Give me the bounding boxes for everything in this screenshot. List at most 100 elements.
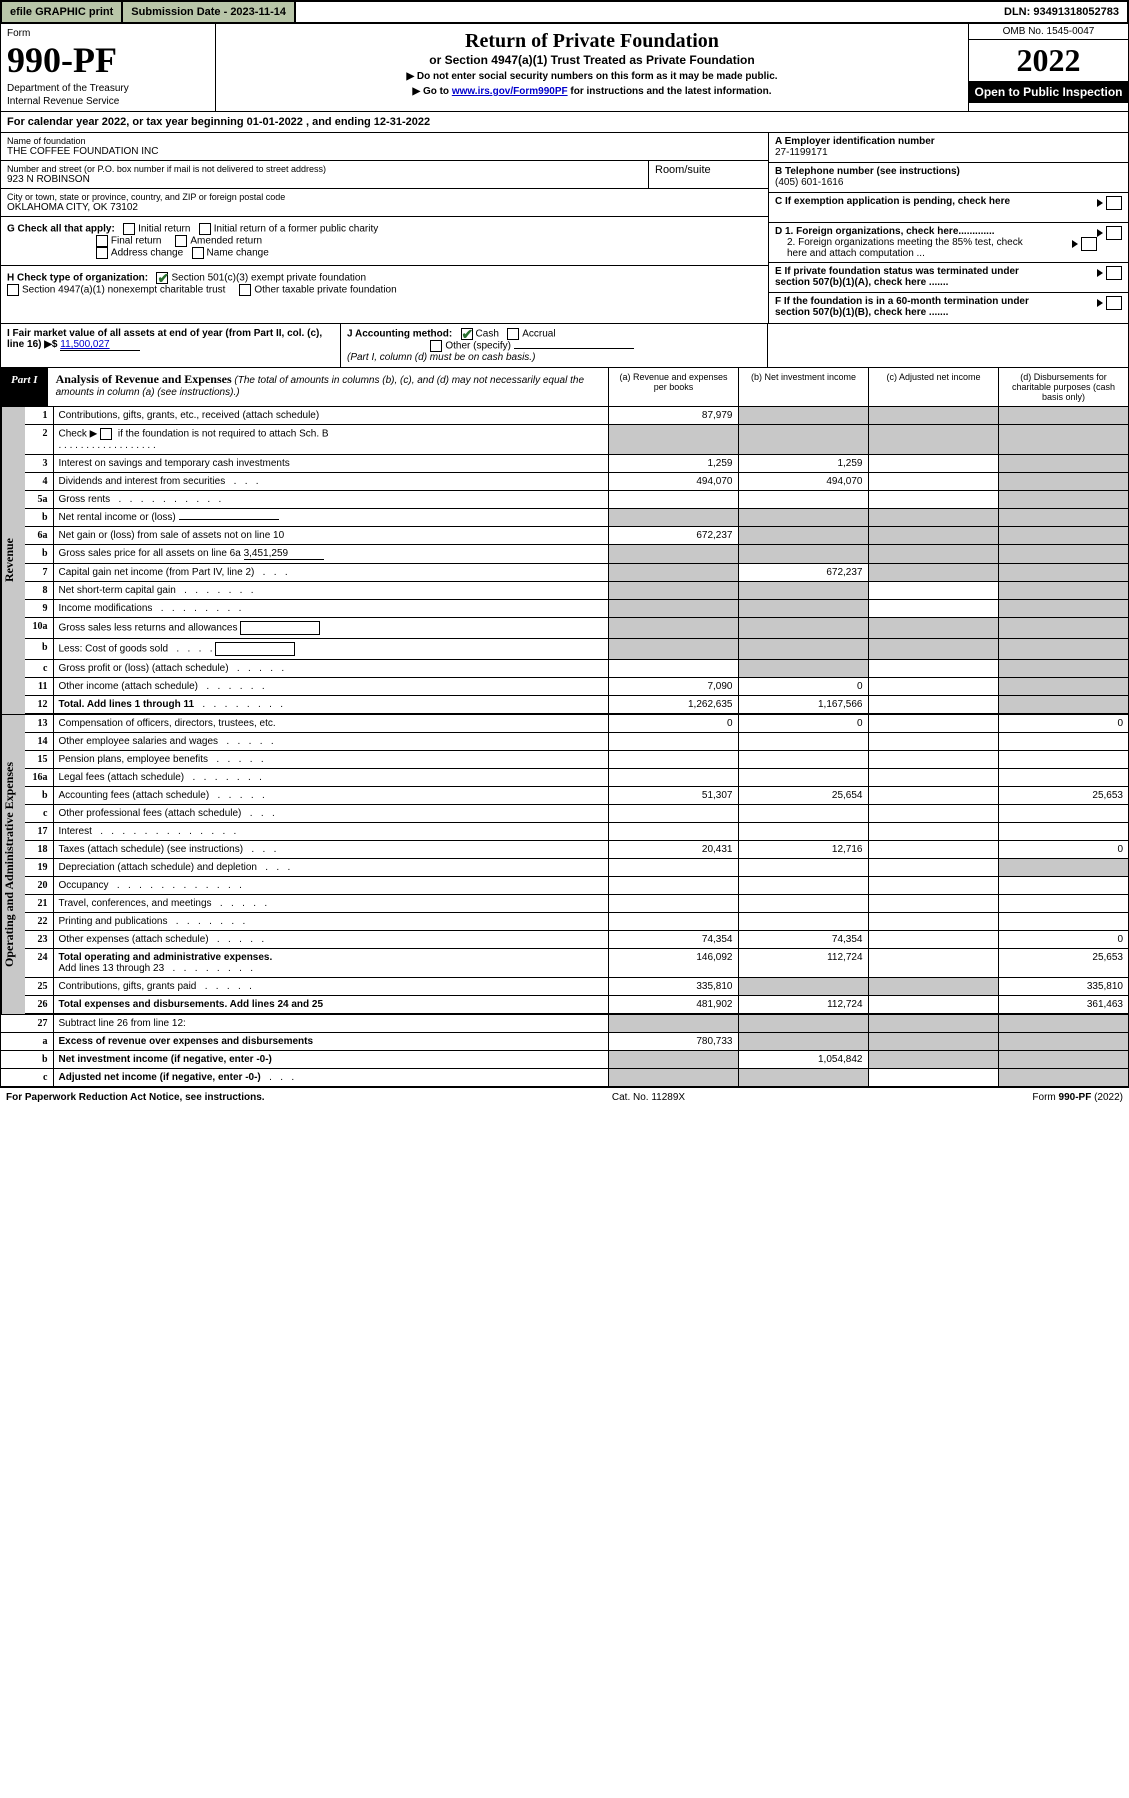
col-d-header: (d) Disbursements for charitable purpose… xyxy=(998,368,1128,406)
phone-value: (405) 601-1616 xyxy=(775,177,843,188)
expenses-side-label: Operating and Administrative Expenses xyxy=(1,715,25,1014)
e-checkbox[interactable] xyxy=(1106,266,1122,280)
calendar-year-row: For calendar year 2022, or tax year begi… xyxy=(0,112,1129,133)
section-h: H Check type of organization: Section 50… xyxy=(1,266,768,302)
form-title: Return of Private Foundation xyxy=(222,30,962,53)
h-label: H Check type of organization: xyxy=(7,273,148,284)
d1-label: D 1. Foreign organizations, check here..… xyxy=(775,226,1035,237)
part-1-columns: (a) Revenue and expenses per books (b) N… xyxy=(608,368,1128,406)
initial-former-checkbox[interactable] xyxy=(199,223,211,235)
footer-cat: Cat. No. 11289X xyxy=(612,1092,685,1103)
arrow-icon xyxy=(1097,299,1103,307)
table-row: 12Total. Add lines 1 through 11 . . . . … xyxy=(25,696,1128,714)
name-label: Name of foundation xyxy=(7,136,762,146)
table-row: 3Interest on savings and temporary cash … xyxy=(25,455,1128,473)
footer-left: For Paperwork Reduction Act Notice, see … xyxy=(6,1092,265,1103)
other-method-label: Other (specify) xyxy=(445,341,511,352)
sch-b-checkbox[interactable] xyxy=(100,428,112,440)
revenue-side-label: Revenue xyxy=(1,407,25,714)
cash-checkbox[interactable] xyxy=(461,328,473,340)
final-return-checkbox[interactable] xyxy=(96,235,108,247)
table-row: 13Compensation of officers, directors, t… xyxy=(25,715,1128,733)
4947-checkbox[interactable] xyxy=(7,284,19,296)
entity-left: Name of foundation THE COFFEE FOUNDATION… xyxy=(1,133,768,323)
other-method-checkbox[interactable] xyxy=(430,340,442,352)
initial-return-label: Initial return xyxy=(138,224,190,235)
table-row: 24Total operating and administrative exp… xyxy=(25,949,1128,978)
table-row: bLess: Cost of goods sold . . . . xyxy=(25,639,1128,660)
col-a-header: (a) Revenue and expenses per books xyxy=(608,368,738,406)
dln: DLN: 93491318052783 xyxy=(996,2,1127,22)
tax-year: 2022 xyxy=(969,40,1128,81)
foundation-name: THE COFFEE FOUNDATION INC xyxy=(7,146,762,157)
name-change-checkbox[interactable] xyxy=(192,247,204,259)
omb-number: OMB No. 1545-0047 xyxy=(969,24,1128,40)
open-public: Open to Public Inspection xyxy=(969,81,1128,103)
accrual-label: Accrual xyxy=(522,329,555,340)
section-g: G Check all that apply: Initial return I… xyxy=(1,217,768,266)
entity-right: A Employer identification number 27-1199… xyxy=(768,133,1128,323)
expenses-section: Operating and Administrative Expenses 13… xyxy=(0,715,1129,1015)
f-checkbox[interactable] xyxy=(1106,296,1122,310)
f-label: F If the foundation is in a 60-month ter… xyxy=(775,296,1055,318)
c-cell: C If exemption application is pending, c… xyxy=(769,193,1128,223)
table-row: 1Contributions, gifts, grants, etc., rec… xyxy=(25,407,1128,425)
table-row: 15Pension plans, employee benefits . . .… xyxy=(25,751,1128,769)
b-label: B Telephone number (see instructions) xyxy=(775,166,960,177)
table-row: 20Occupancy . . . . . . . . . . . . xyxy=(25,877,1128,895)
other-taxable-checkbox[interactable] xyxy=(239,284,251,296)
part-1-header: Part I Analysis of Revenue and Expenses … xyxy=(0,368,1129,407)
entity-info: Name of foundation THE COFFEE FOUNDATION… xyxy=(0,133,1129,324)
i-j-row: I Fair market value of all assets at end… xyxy=(0,324,1129,368)
e-label: E If private foundation status was termi… xyxy=(775,266,1055,288)
year-block: OMB No. 1545-0047 2022 Open to Public In… xyxy=(968,24,1128,111)
table-row: bAccounting fees (attach schedule) . . .… xyxy=(25,787,1128,805)
table-row: 21Travel, conferences, and meetings . . … xyxy=(25,895,1128,913)
initial-former-label: Initial return of a former public charit… xyxy=(214,224,379,235)
fmv-value[interactable]: 11,500,027 xyxy=(60,339,140,351)
address-change-checkbox[interactable] xyxy=(96,247,108,259)
spacer xyxy=(296,2,996,22)
table-row: 6aNet gain or (loss) from sale of assets… xyxy=(25,527,1128,545)
table-row: 11Other income (attach schedule) . . . .… xyxy=(25,678,1128,696)
arrow-icon xyxy=(1097,229,1103,237)
table-row: 4Dividends and interest from securities … xyxy=(25,473,1128,491)
j-label: J Accounting method: xyxy=(347,329,452,340)
d2-checkbox[interactable] xyxy=(1081,237,1097,251)
arrow-icon xyxy=(1097,199,1103,207)
table-row: 2Check ▶ if the foundation is not requir… xyxy=(25,425,1128,455)
table-row: 10aGross sales less returns and allowanc… xyxy=(25,618,1128,639)
accrual-checkbox[interactable] xyxy=(507,328,519,340)
room-cell: Room/suite xyxy=(648,161,768,188)
amended-return-checkbox[interactable] xyxy=(175,235,187,247)
final-return-label: Final return xyxy=(111,236,162,247)
page-footer: For Paperwork Reduction Act Notice, see … xyxy=(0,1088,1129,1107)
part-1-label: Part I xyxy=(1,368,48,406)
table-row: 7Capital gain net income (from Part IV, … xyxy=(25,564,1128,582)
form-label: Form xyxy=(7,28,209,39)
501c3-checkbox[interactable] xyxy=(156,272,168,284)
c-checkbox[interactable] xyxy=(1106,196,1122,210)
table-row: 14Other employee salaries and wages . . … xyxy=(25,733,1128,751)
address-change-label: Address change xyxy=(111,248,183,259)
col-b-header: (b) Net investment income xyxy=(738,368,868,406)
top-bar: efile GRAPHIC print Submission Date - 20… xyxy=(0,0,1129,24)
street-cell: Number and street (or P.O. box number if… xyxy=(1,161,648,188)
table-row: bGross sales price for all assets on lin… xyxy=(25,545,1128,564)
d1-checkbox[interactable] xyxy=(1106,226,1122,240)
city-state-zip: OKLAHOMA CITY, OK 73102 xyxy=(7,202,762,213)
submission-date: Submission Date - 2023-11-14 xyxy=(123,2,296,22)
addr-label: Number and street (or P.O. box number if… xyxy=(7,164,642,174)
room-label: Room/suite xyxy=(655,164,762,176)
form-id-block: Form 990-PF Department of the Treasury I… xyxy=(1,24,216,111)
street-address: 923 N ROBINSON xyxy=(7,174,642,185)
ein-value: 27-1199171 xyxy=(775,147,828,158)
section-i: I Fair market value of all assets at end… xyxy=(1,324,341,367)
irs-link[interactable]: www.irs.gov/Form990PF xyxy=(452,86,568,97)
table-row: cGross profit or (loss) (attach schedule… xyxy=(25,660,1128,678)
cash-label: Cash xyxy=(476,329,499,340)
table-row: aExcess of revenue over expenses and dis… xyxy=(1,1033,1128,1051)
efile-print-button[interactable]: efile GRAPHIC print xyxy=(2,2,123,22)
initial-return-checkbox[interactable] xyxy=(123,223,135,235)
arrow-icon xyxy=(1097,269,1103,277)
